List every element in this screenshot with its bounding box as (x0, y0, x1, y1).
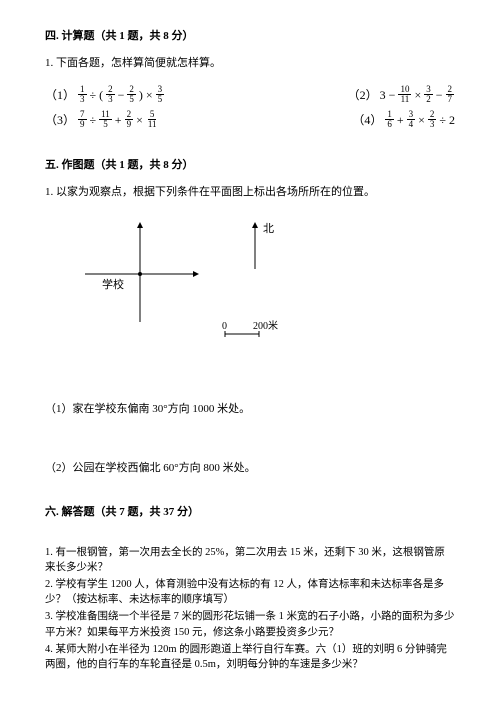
section4-instruction: 1. 下面各题，怎样算简便就怎样算。 (45, 55, 455, 72)
problem-3: （3）79 ÷ 115 + 29 × 511 (45, 110, 160, 129)
section5-title: 五. 作图题（共 1 题，共 8 分） (45, 157, 455, 174)
problem-1: （1）13 ÷ ( 23 − 25 ) × 35 (45, 85, 165, 104)
section5-diagram: 学校 北 0 200米 (45, 214, 455, 379)
s6-item-4: 4. 某师大附小在半径为 120m 的圆形跑道上举行自行车赛。六（1）班的刘明 … (45, 642, 455, 672)
section5-q2: （2）公园在学校西偏北 60°方向 800 米处。 (45, 460, 455, 477)
s6-item-3: 3. 学校准备围绕一个半径是 7 米的圆形花坛铺一条 1 米宽的石子小路，小路的… (45, 609, 455, 639)
section4-title: 四. 计算题（共 1 题，共 8 分） (45, 28, 455, 45)
svg-text:200米: 200米 (253, 319, 278, 332)
section6-items: 1. 有一根钢管，第一次用去全长的 25%，第二次用去 15 米，还剩下 30 … (45, 545, 455, 673)
svg-text:0: 0 (222, 321, 227, 332)
problem-2: （2）3 − 1011 × 32 − 27 (348, 85, 455, 104)
section5-q1: （1）家在学校东偏南 30°方向 1000 米处。 (45, 401, 455, 418)
s6-item-1: 1. 有一根钢管，第一次用去全长的 25%，第二次用去 15 米，还剩下 30 … (45, 545, 455, 575)
section5-instruction: 1. 以家为观察点，根据下列条件在平面图上标出各场所所在的位置。 (45, 184, 455, 201)
section4-problems: （1）13 ÷ ( 23 − 25 ) × 35 （2）3 − 1011 × 3… (45, 85, 455, 129)
diagram-svg: 学校 北 0 200米 (45, 214, 455, 379)
section6-title: 六. 解答题（共 7 题，共 37 分） (45, 504, 455, 521)
svg-text:学校: 学校 (102, 277, 124, 291)
problem-4: （4）16 + 34 × 23 ÷ 2 (352, 110, 455, 129)
s6-item-2: 2. 学校有学生 1200 人，体育测验中没有达标的有 12 人，体育达标率和未… (45, 577, 455, 607)
svg-text:北: 北 (263, 222, 274, 235)
